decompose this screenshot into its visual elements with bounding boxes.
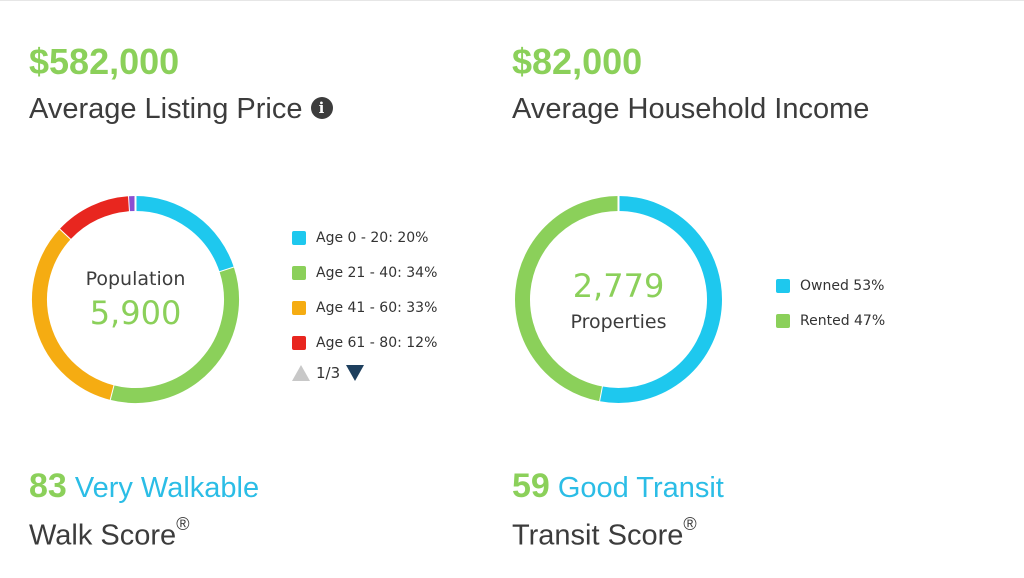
population-donut-slice[interactable] [109,267,239,403]
transit-score-description[interactable]: Good Transit [557,472,724,504]
population-donut-svg [32,195,239,403]
listing-price-label: Average Listing Price i [29,95,333,124]
walk-score-value: 83 [29,467,67,505]
population-legend-item[interactable]: Age 21 - 40: 34% [292,255,437,290]
top-divider [0,0,1024,1]
walk-score-description[interactable]: Very Walkable [74,472,260,504]
properties-legend-item[interactable]: Rented 47% [776,303,885,338]
properties-donut-svg [515,195,722,403]
triangle-up-icon[interactable] [292,365,310,381]
properties-center-label: Properties [570,310,667,333]
legend-pager: 1/3 [292,360,437,386]
legend-label: Age 41 - 60: 33% [316,299,438,316]
transit-score-label-text: Transit Score [512,519,684,552]
legend-swatch [292,265,306,280]
slice-separator [597,385,604,403]
legend-swatch [776,313,790,328]
listing-price-value: $582,000 [29,41,180,82]
legend-label: Age 61 - 80: 12% [316,334,438,351]
population-center-value: 5,900 [89,293,182,332]
population-donut-slice[interactable] [60,196,131,240]
transit-score: 59 Good Transit [512,469,724,503]
registered-mark: ® [683,514,697,534]
registered-mark: ® [176,514,190,534]
population-legend-item[interactable]: Age 41 - 60: 33% [292,290,437,325]
legend-label: Age 21 - 40: 34% [316,264,438,281]
population-center-label: Population [85,267,186,290]
household-income-label: Average Household Income [512,93,870,125]
info-icon[interactable]: i [310,97,333,120]
population-donut-chart: Population 5,900 [29,193,242,406]
properties-center-value: 2,779 [572,266,665,305]
walk-score-label: Walk Score® [29,515,189,552]
properties-legend-item[interactable]: Owned 53% [776,268,885,303]
transit-score-value: 59 [512,467,550,505]
population-donut-slice[interactable] [135,196,234,273]
legend-swatch [292,230,306,245]
legend-label: Owned 53% [800,277,885,294]
population-donut-slice[interactable] [32,228,114,400]
properties-legend: Owned 53% Rented 47% [776,268,885,338]
population-donut-center: Population 5,900 [29,193,242,406]
properties-donut-center: 2,779 Properties [512,193,725,406]
legend-swatch [292,300,306,315]
listing-price-label-text: Average Listing Price [29,93,303,125]
legend-swatch [292,335,306,350]
household-income-value: $82,000 [512,41,643,82]
properties-donut-slice[interactable] [515,196,619,402]
legend-swatch [776,278,790,293]
legend-label: Rented 47% [800,312,886,329]
population-legend: Age 0 - 20: 20% Age 21 - 40: 34% Age 41 … [292,220,437,386]
properties-donut-slice[interactable] [599,196,722,403]
walk-score-label-text: Walk Score [29,519,177,552]
legend-page-indicator: 1/3 [316,364,341,382]
population-legend-item[interactable]: Age 61 - 80: 12% [292,325,437,360]
triangle-down-icon[interactable] [346,365,365,381]
walk-score: 83 Very Walkable [29,469,259,503]
properties-donut-chart: 2,779 Properties [512,193,725,406]
transit-score-label: Transit Score® [512,515,697,552]
legend-label: Age 0 - 20: 20% [316,229,429,246]
population-legend-item[interactable]: Age 0 - 20: 20% [292,220,437,255]
